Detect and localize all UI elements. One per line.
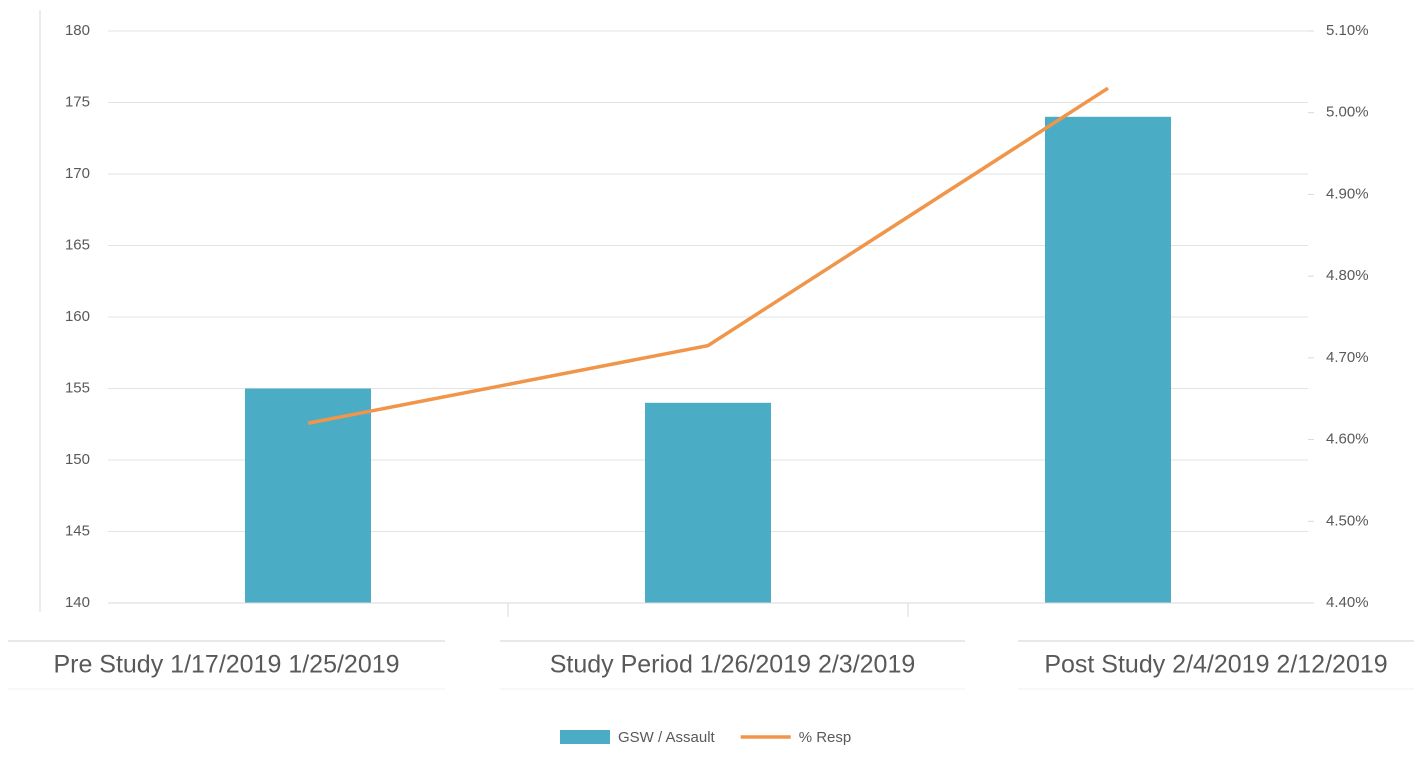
- y-tick-label: 170: [65, 165, 90, 182]
- y-tick-label: 180: [65, 22, 90, 39]
- bar: [645, 402, 771, 603]
- y2-tick-label: 4.90%: [1326, 185, 1369, 202]
- y2-tick-label: 5.00%: [1326, 104, 1369, 121]
- y-tick-label: 155: [65, 379, 90, 396]
- legend-label: % Resp: [799, 729, 852, 746]
- x-tick-label: Study Period 1/26/2019 2/3/2019: [550, 651, 916, 679]
- y-tick-label: 145: [65, 522, 90, 539]
- y2-tick-label: 4.40%: [1326, 594, 1369, 611]
- y2-tick-label: 4.80%: [1326, 267, 1369, 284]
- y-tick-label: 140: [65, 594, 90, 611]
- y2-tick-label: 5.10%: [1326, 22, 1369, 39]
- y2-tick-label: 4.70%: [1326, 349, 1369, 366]
- y2-tick-label: 4.60%: [1326, 431, 1369, 448]
- y2-tick-label: 4.50%: [1326, 512, 1369, 529]
- x-tick-label: Pre Study 1/17/2019 1/25/2019: [53, 651, 399, 679]
- y-tick-label: 150: [65, 451, 90, 468]
- legend-swatch: [560, 730, 610, 744]
- x-tick-label: Post Study 2/4/2019 2/12/2019: [1044, 651, 1387, 679]
- line: [307, 86, 1109, 425]
- y-tick-label: 175: [65, 93, 90, 110]
- bar: [245, 388, 371, 603]
- bar: [1045, 116, 1171, 604]
- y-tick-label: 165: [65, 236, 90, 253]
- legend-label: GSW / Assault: [618, 729, 716, 746]
- y-tick-label: 160: [65, 308, 90, 325]
